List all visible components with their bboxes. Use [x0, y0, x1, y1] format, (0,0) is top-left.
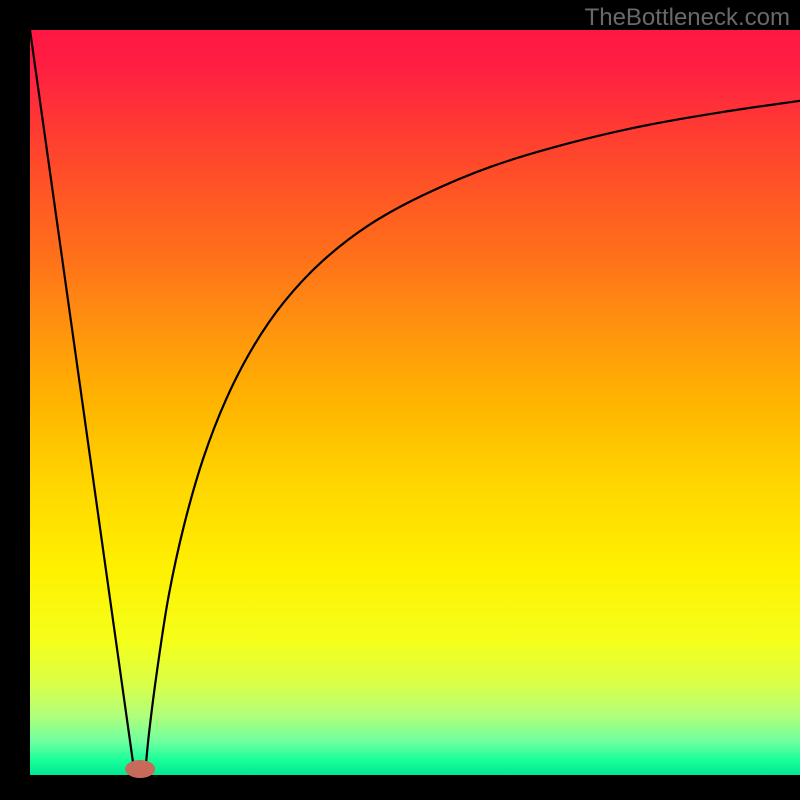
watermark-text: TheBottleneck.com: [585, 4, 790, 32]
plot-background: [30, 30, 800, 775]
chart-svg: [0, 0, 800, 800]
figure-canvas: TheBottleneck.com: [0, 0, 800, 800]
bottleneck-marker: [125, 760, 155, 778]
